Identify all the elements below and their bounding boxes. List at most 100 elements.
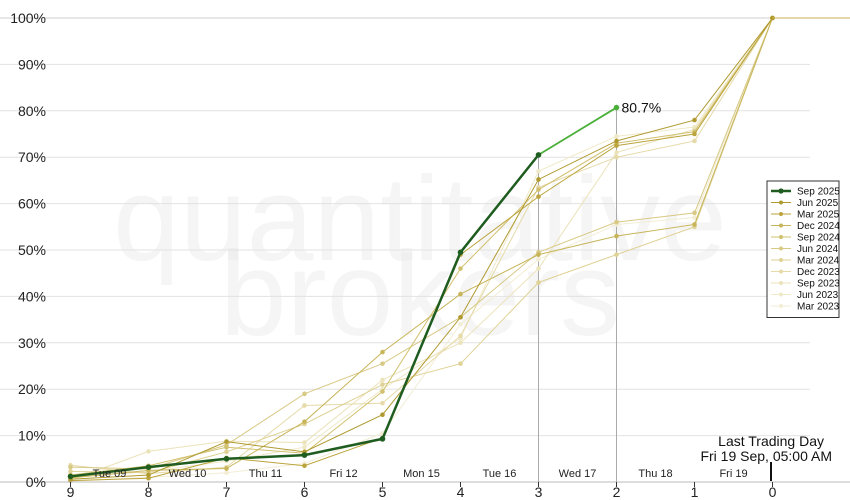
point	[692, 117, 697, 123]
day-label: Fri 19	[719, 468, 747, 480]
x-tick-label: 3	[535, 484, 543, 500]
point	[146, 475, 151, 481]
point	[224, 449, 229, 455]
legend-swatch-dot	[779, 223, 783, 228]
point	[536, 194, 541, 199]
last-trading-day-date: Fri 19 Sep, 05:00 AM	[700, 448, 832, 464]
point	[536, 252, 541, 257]
point	[614, 252, 619, 257]
series-line	[70, 17, 773, 479]
watermark-line-2: brokers	[220, 227, 620, 361]
point	[458, 361, 463, 366]
point	[614, 143, 619, 148]
legend-label: Mar 2025	[797, 210, 840, 221]
series-line-sep-2025-latest	[538, 106, 617, 156]
x-tick-label: 6	[301, 484, 309, 500]
point	[146, 472, 151, 478]
point	[458, 314, 463, 320]
point	[379, 436, 386, 442]
y-tick-label: 100%	[10, 10, 46, 26]
point	[67, 473, 74, 480]
point	[613, 104, 620, 111]
point	[224, 470, 229, 476]
point	[380, 349, 385, 355]
y-tick-label: 10%	[18, 428, 46, 444]
y-tick-label: 30%	[18, 335, 46, 351]
point	[223, 456, 230, 462]
point	[614, 134, 619, 139]
point	[380, 412, 385, 418]
x-tick-label: 4	[457, 484, 465, 500]
point	[692, 215, 697, 220]
point	[68, 469, 73, 474]
series-line	[70, 17, 773, 480]
x-tick-label: 7	[223, 484, 231, 500]
point	[614, 150, 619, 155]
day-label: Tue 16	[483, 468, 517, 480]
last-trading-day-title: Last Trading Day	[718, 433, 824, 449]
point	[458, 291, 463, 297]
point	[536, 168, 541, 174]
point	[536, 187, 541, 192]
legend-swatch-dot	[779, 269, 783, 274]
x-tick-label: 0	[769, 484, 777, 500]
y-tick-label: 20%	[18, 381, 46, 397]
point	[614, 233, 619, 239]
grid	[0, 17, 810, 483]
day-label: Tue 09	[93, 468, 127, 480]
series-line	[70, 17, 773, 476]
x-tick-label: 1	[691, 484, 699, 500]
point	[692, 138, 697, 144]
legend-label: Dec 2023	[797, 267, 840, 278]
point	[457, 249, 464, 256]
watermark-line-1: quantitative	[113, 152, 727, 286]
point	[614, 219, 619, 225]
point	[146, 449, 151, 454]
point	[380, 361, 385, 366]
series-line	[70, 17, 773, 481]
day-label: Wed 17	[559, 468, 597, 480]
legend-swatch-dot	[779, 304, 783, 308]
legend-swatch-dot	[779, 246, 783, 251]
legend-label: Jun 2025	[797, 198, 839, 209]
x-tick-label: 9	[67, 484, 75, 500]
legend-swatch-dot	[779, 200, 783, 205]
point	[224, 439, 229, 444]
vertical-reference-lines	[538, 107, 617, 482]
point	[692, 210, 697, 216]
point	[68, 464, 73, 470]
y-tick-label: 70%	[18, 149, 46, 165]
legend-swatch-dot	[779, 235, 783, 239]
legend-label: Jun 2023	[797, 290, 839, 301]
point	[380, 377, 385, 383]
point	[692, 222, 697, 227]
day-label: Thu 11	[249, 468, 282, 480]
legend-label: Mar 2023	[797, 302, 840, 313]
x-tick-label: 8	[145, 484, 153, 500]
point	[458, 266, 463, 271]
point	[458, 333, 463, 339]
day-label: Thu 18	[638, 468, 672, 480]
series-lines	[67, 15, 850, 484]
point	[224, 444, 229, 450]
point	[380, 400, 385, 406]
point	[302, 403, 307, 408]
point	[302, 444, 307, 450]
point	[301, 452, 308, 458]
point	[536, 177, 541, 182]
y-tick-label: 40%	[18, 288, 46, 304]
point	[536, 280, 541, 285]
point	[536, 256, 541, 262]
legend-label: Jun 2024	[797, 244, 839, 255]
series-line	[70, 17, 773, 475]
y-tick-label: 50%	[18, 242, 46, 258]
day-label: Wed 10	[169, 468, 207, 480]
point	[380, 389, 385, 394]
legend-swatch-dot	[779, 258, 783, 262]
point	[302, 391, 307, 397]
point	[614, 154, 619, 160]
point	[302, 463, 307, 469]
